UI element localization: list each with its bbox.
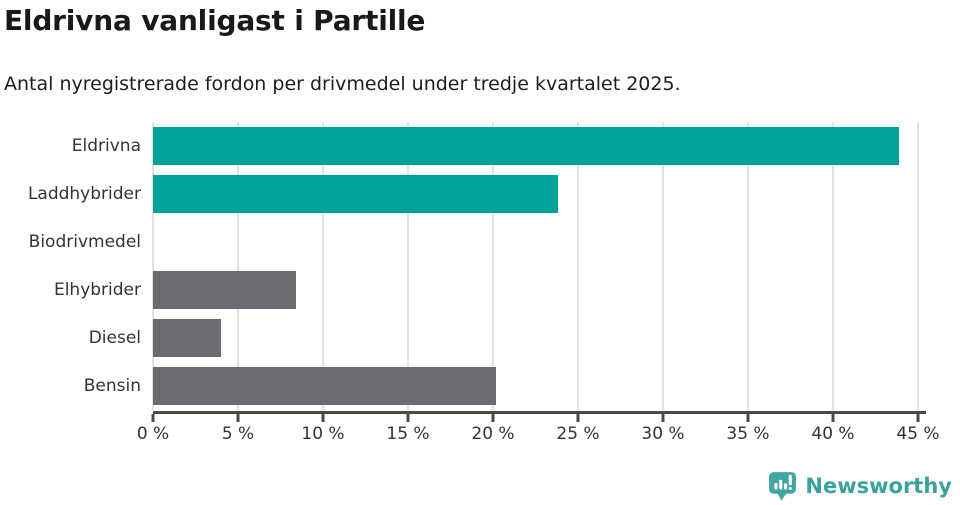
newsworthy-logo-icon <box>769 472 797 501</box>
bar <box>153 127 900 165</box>
category-label: Biodrivmedel <box>28 232 141 252</box>
gridline <box>747 122 749 410</box>
axis-tick <box>151 414 155 422</box>
bar <box>153 367 497 405</box>
bar-chart: Eldrivna Laddhybrider Biodrivmedel Elhybrid… <box>0 122 960 448</box>
bar <box>153 319 221 357</box>
axis-tick-label: 35 % <box>726 424 770 444</box>
x-axis-ticks <box>151 414 920 422</box>
axis-tick-label: 15 % <box>386 424 430 444</box>
bar-row: Bensin <box>84 362 918 410</box>
category-label: Bensin <box>83 376 141 396</box>
bar-row: Elhybrider <box>54 266 918 314</box>
category-label: Laddhybrider <box>27 184 141 204</box>
axis-tick-label: 45 % <box>896 424 940 444</box>
chart-subtitle: Antal nyregistrerade fordon per drivmede… <box>4 73 681 95</box>
newsworthy-logo-text: Newsworthy <box>805 473 952 498</box>
category-label: Eldrivna <box>71 136 141 156</box>
axis-tick <box>406 414 410 422</box>
axis-tick-label: 20 % <box>471 424 515 444</box>
gridline <box>152 122 154 410</box>
axis-tick <box>661 414 665 422</box>
axis-tick <box>916 414 920 422</box>
axis-tick-label: 10 % <box>301 424 345 444</box>
gridline <box>407 122 409 410</box>
axis-tick <box>491 414 495 422</box>
gridline <box>322 122 324 410</box>
plot-area: Eldrivna Laddhybrider Biodrivmedel Elhybrid… <box>28 122 940 448</box>
category-label: Diesel <box>88 328 141 348</box>
axis-tick <box>576 414 580 422</box>
axis-tick <box>321 414 325 422</box>
bar-rows: Eldrivna Laddhybrider Biodrivmedel Elhybrid… <box>28 122 918 410</box>
x-axis-line <box>153 411 926 414</box>
gridline <box>832 122 834 410</box>
gridline <box>237 122 239 410</box>
gridline <box>662 122 664 410</box>
category-label: Elhybrider <box>53 280 141 300</box>
newsworthy-logo: Newsworthy <box>767 470 952 501</box>
axis-tick <box>236 414 240 422</box>
bar <box>153 175 558 213</box>
gridline <box>917 122 919 410</box>
bar <box>153 271 296 309</box>
axis-tick-label: 30 % <box>641 424 685 444</box>
axis-tick <box>746 414 750 422</box>
axis-tick <box>831 414 835 422</box>
bar-row: Eldrivna <box>72 122 918 170</box>
gridline <box>577 122 579 410</box>
gridline <box>492 122 494 410</box>
x-axis-labels: 0 % 5 % 10 % 15 % 20 % 25 % 30 % 35 % 40 % 45 % <box>137 422 940 448</box>
bar-row: Laddhybrider <box>28 170 918 218</box>
axis-tick-label: 25 % <box>556 424 600 444</box>
chart-title: Eldrivna vanligast i Partille <box>4 4 426 37</box>
axis-tick-label: 40 % <box>811 424 855 444</box>
bar-row: Biodrivmedel <box>29 218 918 266</box>
gridline-layer <box>152 122 919 410</box>
axis-tick-label: 5 % <box>221 424 255 444</box>
axis-tick-label: 0 % <box>136 424 170 444</box>
bar-row: Diesel <box>89 314 918 362</box>
